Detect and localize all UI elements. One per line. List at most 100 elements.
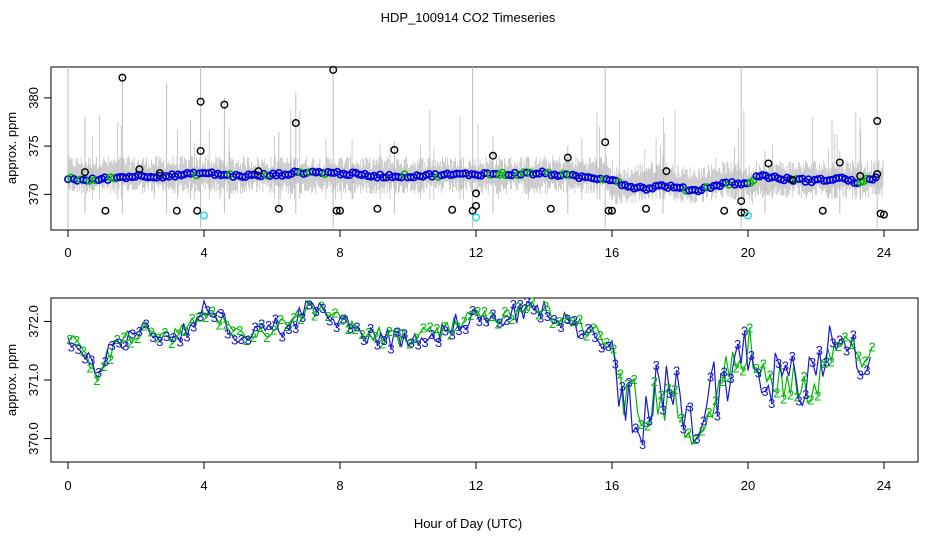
series-2-marker: 2 [488, 309, 495, 324]
series-2-marker: 2 [100, 359, 107, 374]
series-2-marker: 2 [352, 322, 359, 337]
series-3-marker: 3 [211, 310, 218, 325]
series-2-marker: 2 [311, 309, 318, 324]
outlier-point [172, 206, 181, 215]
series-3-marker: 3 [149, 330, 156, 345]
bottom-series-lines [67, 298, 873, 446]
series-3-marker: 3 [415, 337, 422, 352]
series-3-marker: 3 [109, 338, 116, 353]
top-panel: 0 4 8 12 16 20 24 370 375 380 approx. ppm [4, 65, 919, 260]
series-3-marker: 3 [517, 297, 524, 312]
series-3-marker: 3 [224, 326, 231, 341]
series-3-marker: 3 [673, 364, 680, 379]
outlier-point [196, 97, 205, 106]
series-3-marker: 3 [680, 422, 687, 437]
series-2-marker: 2 [610, 341, 617, 356]
series-2-marker: 2 [678, 411, 685, 426]
outlier-point [880, 210, 889, 219]
series-2-marker: 2 [358, 327, 365, 342]
series-2-marker: 2 [460, 314, 467, 329]
series-2-marker: 2 [392, 325, 399, 340]
series-2-marker: 2 [66, 332, 73, 347]
series-3-marker: 3 [360, 333, 367, 348]
series-2-marker: 2 [440, 319, 447, 334]
series-2-marker: 2 [637, 417, 644, 432]
series-2-marker: 2 [732, 361, 739, 376]
outlier-point [737, 197, 746, 206]
series-2-marker: 2 [481, 304, 488, 319]
series-2-marker: 2 [862, 353, 869, 368]
series-3-marker: 3 [272, 312, 279, 327]
x-tick-label: 20 [741, 478, 755, 493]
series-3-marker: 3 [95, 365, 102, 380]
figure-title: HDP_100914 CO2 Timeseries [381, 10, 556, 25]
x-tick-label: 16 [605, 478, 619, 493]
series-3-marker: 3 [863, 363, 870, 378]
series-2-marker: 2 [542, 299, 549, 314]
series-3-marker: 3 [353, 320, 360, 335]
series-3-marker: 3 [823, 355, 830, 370]
series-3-marker: 3 [156, 334, 163, 349]
series-2-marker: 2 [399, 326, 406, 341]
series-2-marker: 2 [161, 325, 168, 340]
series-2-marker: 2 [318, 299, 325, 314]
series-3-marker: 3 [245, 333, 252, 348]
bottom-y-axis-label: approx. ppm [4, 344, 19, 416]
series-3-marker: 3 [857, 368, 864, 383]
series-3-marker: 3 [489, 306, 496, 321]
outlier-point [135, 165, 144, 174]
series-2-marker: 2 [447, 327, 454, 342]
series-3-marker: 3 [313, 304, 320, 319]
x-tick-label: 24 [877, 245, 891, 260]
series-3-marker: 3 [122, 338, 129, 353]
outlier-point [80, 168, 89, 177]
series-2-marker: 2 [535, 308, 542, 323]
series-3-marker: 3 [795, 393, 802, 408]
x-tick-label: 0 [64, 478, 71, 493]
series-3-marker: 3 [88, 352, 95, 367]
series-3-marker: 3 [544, 309, 551, 324]
series-2-marker: 2 [671, 382, 678, 397]
outlier-point [329, 65, 338, 74]
series-3-marker: 3 [503, 313, 510, 328]
series-2-marker: 2 [549, 316, 556, 331]
series-3-marker: 3 [258, 317, 265, 332]
series-3-marker: 3 [68, 340, 75, 355]
series-3-marker: 3 [761, 384, 768, 399]
series-3-marker: 3 [816, 343, 823, 358]
series-3-marker: 3 [197, 309, 204, 324]
series-2-marker: 2 [712, 393, 719, 408]
y-tick-label: 370 [26, 183, 41, 205]
series-3-marker: 3 [217, 306, 224, 321]
series-3-marker: 3 [557, 320, 564, 335]
series-3-marker: 3 [734, 337, 741, 352]
series-2-marker: 2 [590, 321, 597, 336]
bottom-x-axis-label: Hour of Day (UTC) [414, 516, 522, 531]
series-2-marker: 2 [855, 349, 862, 364]
top-outlier-points [80, 65, 889, 219]
series-3-marker: 3 [802, 387, 809, 402]
series-3-marker: 3 [598, 341, 605, 356]
outlier-point [332, 206, 341, 215]
series-3-marker: 3 [449, 328, 456, 343]
series-2-marker: 2 [270, 323, 277, 338]
series-2-marker: 2 [624, 377, 631, 392]
outlier-point [788, 175, 797, 184]
series-2-marker: 2 [828, 355, 835, 370]
series-3-marker: 3 [693, 431, 700, 446]
series-2-marker: 2 [501, 304, 508, 319]
outlier-point [563, 153, 572, 162]
series-2-marker: 2 [644, 419, 651, 434]
series-3-marker: 3 [183, 329, 190, 344]
series-3-marker: 3 [721, 364, 728, 379]
series-3-marker: 3 [483, 314, 490, 329]
series-3-marker: 3 [843, 343, 850, 358]
series-2-marker: 2 [787, 387, 794, 402]
outlier-point [642, 204, 651, 213]
x-tick-label: 20 [741, 245, 755, 260]
series-3-marker: 3 [768, 396, 775, 411]
series-2-marker: 2 [515, 300, 522, 315]
series-2-marker: 2 [86, 361, 93, 376]
